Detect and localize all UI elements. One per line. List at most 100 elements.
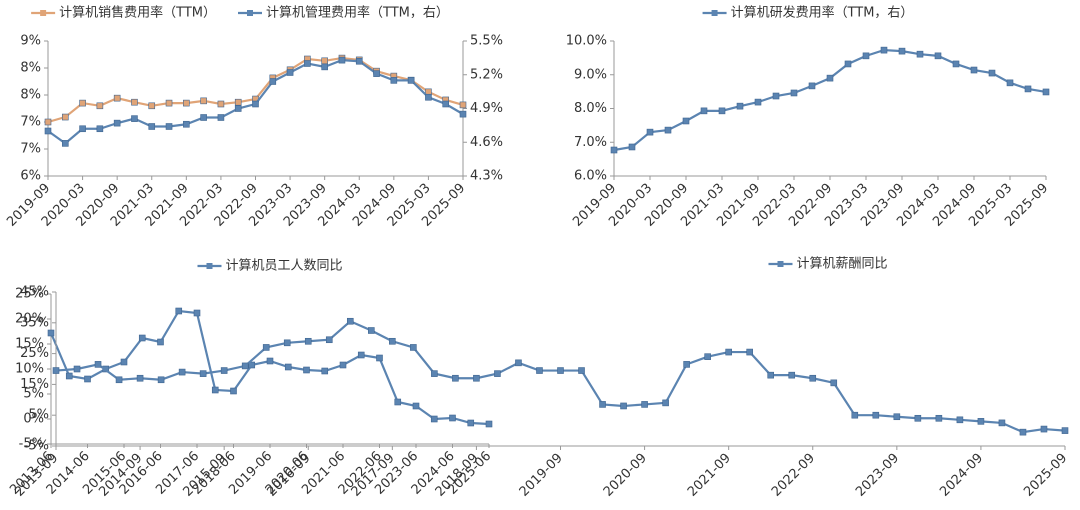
chart-panel: -5%0%5%10%15%20%25%2013-062014-062015-06… xyxy=(7,259,494,498)
point-marker xyxy=(826,74,834,82)
point-marker xyxy=(47,329,55,337)
point-marker xyxy=(79,125,86,133)
series-line xyxy=(49,309,490,426)
point-marker xyxy=(325,336,333,344)
point-marker xyxy=(157,338,164,346)
point-marker xyxy=(178,368,186,376)
point-marker xyxy=(425,93,432,101)
point-marker xyxy=(977,418,985,425)
point-marker xyxy=(459,110,467,118)
point-marker xyxy=(165,99,173,107)
point-marker xyxy=(467,419,475,427)
y-tick-label: 7% xyxy=(20,142,41,157)
point-marker xyxy=(851,411,859,419)
point-marker xyxy=(442,100,450,108)
point-marker xyxy=(148,102,156,110)
point-marker xyxy=(880,46,888,54)
point-marker xyxy=(746,348,753,356)
y2-tick-label: 4.3% xyxy=(470,169,503,184)
point-marker xyxy=(998,419,1006,427)
point-marker xyxy=(44,127,52,135)
point-marker xyxy=(682,117,690,125)
point-marker xyxy=(934,52,942,60)
x-tick-label: 2024-09 xyxy=(937,451,986,500)
point-marker xyxy=(131,98,138,106)
point-marker xyxy=(234,98,242,106)
point-marker xyxy=(252,100,259,108)
y-tick-label: 10.0% xyxy=(566,34,607,49)
point-marker xyxy=(183,99,190,107)
point-marker xyxy=(248,361,256,369)
point-marker xyxy=(1006,79,1014,87)
point-marker xyxy=(704,353,711,360)
point-marker xyxy=(220,367,228,374)
point-marker xyxy=(200,97,207,105)
point-marker xyxy=(389,337,396,345)
y-tick-label: -5% xyxy=(19,437,44,452)
point-marker xyxy=(79,99,86,107)
legend-item: 计算机管理费用率（TTM，右） xyxy=(238,5,449,21)
point-marker xyxy=(96,102,104,110)
point-marker xyxy=(200,114,207,121)
point-marker xyxy=(862,52,870,60)
point-marker xyxy=(373,70,380,77)
point-marker xyxy=(303,366,310,374)
point-marker xyxy=(368,327,375,334)
point-marker xyxy=(664,126,672,134)
point-marker xyxy=(94,361,102,368)
point-marker xyxy=(376,354,383,362)
point-marker xyxy=(338,56,346,64)
legend-marker xyxy=(206,263,213,269)
x-tick-label: 2023-09 xyxy=(853,451,902,500)
point-marker xyxy=(286,69,294,76)
point-marker xyxy=(357,351,365,359)
point-marker xyxy=(1024,85,1032,93)
point-marker xyxy=(536,367,543,374)
point-marker xyxy=(662,399,669,407)
point-marker xyxy=(96,125,104,133)
point-marker xyxy=(557,367,564,374)
point-marker xyxy=(641,401,648,408)
point-marker xyxy=(165,123,173,130)
point-marker xyxy=(788,371,796,379)
point-marker xyxy=(61,113,69,121)
point-marker xyxy=(683,361,690,368)
point-marker xyxy=(211,386,219,394)
series-line xyxy=(55,319,1066,434)
y-tick-label: 6.0% xyxy=(574,169,607,184)
point-marker xyxy=(73,365,81,373)
point-marker xyxy=(412,402,420,410)
y2-tick-label: 4.9% xyxy=(470,101,503,116)
point-marker xyxy=(515,359,522,367)
point-marker xyxy=(767,371,775,379)
point-marker xyxy=(339,361,347,369)
point-marker xyxy=(970,66,978,74)
point-marker xyxy=(718,107,726,115)
point-marker xyxy=(113,119,121,127)
y-tick-label: 35% xyxy=(20,315,49,330)
point-marker xyxy=(808,82,816,90)
point-marker xyxy=(952,60,960,68)
point-marker xyxy=(148,123,156,130)
y2-tick-label: 4.6% xyxy=(470,135,503,150)
point-marker xyxy=(790,89,798,97)
point-marker xyxy=(898,47,906,55)
y-tick-label: 8% xyxy=(20,61,41,76)
x-tick-label: 2025-09 xyxy=(1021,451,1070,500)
y2-tick-label: 5.5% xyxy=(470,34,503,49)
point-marker xyxy=(234,105,242,112)
point-marker xyxy=(193,309,201,317)
chart-panel: -5%5%15%25%35%45%2013-09 2014-09 2015-09 20… xyxy=(12,257,1070,500)
point-marker xyxy=(809,374,817,382)
point-marker xyxy=(120,358,128,366)
point-marker xyxy=(914,414,922,422)
point-marker xyxy=(431,370,438,377)
point-marker xyxy=(321,63,328,71)
point-marker xyxy=(956,416,964,424)
point-marker xyxy=(578,367,585,374)
point-marker xyxy=(430,415,438,423)
point-marker xyxy=(844,60,852,68)
point-marker xyxy=(772,92,780,100)
legend-item: 计算机员工人数同比 xyxy=(197,259,343,274)
y-tick-label: 25% xyxy=(15,287,44,302)
